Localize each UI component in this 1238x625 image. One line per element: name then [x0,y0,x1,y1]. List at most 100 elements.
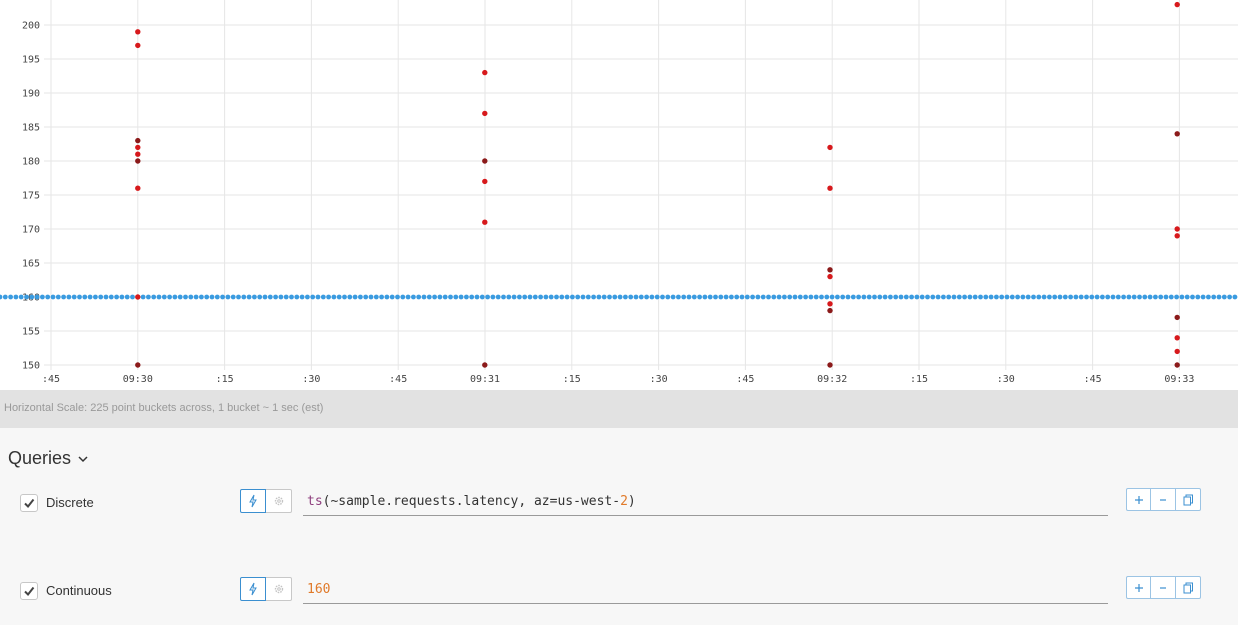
continuous-point [479,294,485,300]
continuous-point [114,294,119,300]
query-function: ts [307,494,323,509]
continuous-point [766,294,771,300]
continuous-point [527,294,533,300]
continuous-point [1126,294,1132,300]
y-tick-label: 170 [22,225,40,236]
continuous-point [495,294,501,300]
query-name-discrete: Discrete [46,495,94,510]
continuous-point [411,294,416,300]
add-query-button[interactable] [1126,576,1151,599]
discrete-point [827,267,833,273]
continuous-point [246,294,252,300]
continuous-point [840,294,846,300]
continuous-point [967,294,973,300]
continuous-point [2,294,8,300]
remove-query-button[interactable] [1151,576,1176,599]
copy-query-button[interactable] [1176,576,1201,599]
run-query-button[interactable] [240,489,266,513]
continuous-point [570,294,575,300]
continuous-point [1195,294,1201,300]
continuous-point [363,294,369,300]
remove-query-button[interactable] [1151,488,1176,511]
continuous-point [686,294,692,300]
continuous-point [1115,294,1121,300]
discrete-point [135,151,141,157]
discrete-point [135,185,141,191]
query-checkbox-discrete[interactable] [20,494,38,512]
copy-query-button[interactable] [1176,488,1201,511]
continuous-point [156,294,162,300]
continuous-point [617,294,623,300]
continuous-point [373,294,379,300]
continuous-point [305,294,310,300]
discrete-point [135,144,141,151]
horizontal-scale-bar: Horizontal Scale: 225 point buckets acro… [0,390,1238,428]
continuous-point [384,294,390,300]
continuous-point [787,294,793,300]
x-tick-label: :45 [736,374,754,385]
continuous-point [1047,294,1052,300]
continuous-point [835,294,840,300]
query-args: (~sample.requests.latency, az=us-west- [322,494,621,509]
continuous-point [866,294,872,300]
continuous-point [442,294,448,300]
continuous-point [601,294,607,300]
discrete-point [1174,131,1180,137]
continuous-point [1131,294,1137,300]
continuous-point [358,294,363,300]
query-name-continuous: Continuous [46,583,112,598]
queries-panel: Queries Discrete ts(~sample.requests.lat… [0,428,1238,625]
query-actions [1126,576,1201,599]
continuous-point [1073,294,1079,300]
continuous-point [34,294,40,300]
continuous-point [193,294,199,300]
continuous-point [146,294,151,300]
continuous-point [660,294,665,300]
gear-icon [274,584,283,594]
continuous-point [935,294,941,300]
discrete-point [1174,335,1180,341]
y-tick-label: 185 [22,123,40,134]
query-checkbox-continuous[interactable] [20,582,38,600]
continuous-point [782,294,787,300]
discrete-point [482,219,488,225]
discrete-point [1174,348,1180,355]
continuous-point [1153,294,1158,300]
continuous-point [252,294,257,300]
run-query-button[interactable] [240,577,266,601]
continuous-point [432,294,437,300]
continuous-point [1036,294,1042,300]
query-settings-button[interactable] [266,489,292,513]
continuous-point [691,294,697,300]
query-expression-discrete[interactable]: ts(~sample.requests.latency, az=us-west-… [303,488,1108,516]
continuous-point [633,294,639,300]
continuous-point [130,294,135,300]
continuous-point [1221,294,1227,300]
continuous-point [888,294,893,300]
add-query-button[interactable] [1126,488,1151,511]
continuous-point [1158,294,1164,300]
queries-toggle[interactable]: Queries [8,448,89,469]
checkmark-icon [24,586,35,597]
x-tick-label: :30 [650,374,668,385]
continuous-point [909,294,914,300]
continuous-point [220,294,226,300]
continuous-point [1084,294,1089,300]
continuous-point [1179,294,1185,300]
continuous-point [803,294,808,300]
continuous-point [548,294,554,300]
continuous-point [596,294,602,300]
query-settings-button[interactable] [266,577,292,601]
continuous-point [45,294,51,300]
discrete-point [827,185,833,191]
continuous-point [13,294,19,300]
continuous-point [474,294,480,300]
continuous-point [723,294,729,300]
x-tick-label: :15 [216,374,234,385]
query-expression-continuous[interactable]: 160 [303,576,1108,604]
continuous-point [119,294,125,300]
continuous-point [1094,294,1100,300]
continuous-point [813,294,819,300]
continuous-point [856,294,861,300]
continuous-point [1025,294,1031,300]
